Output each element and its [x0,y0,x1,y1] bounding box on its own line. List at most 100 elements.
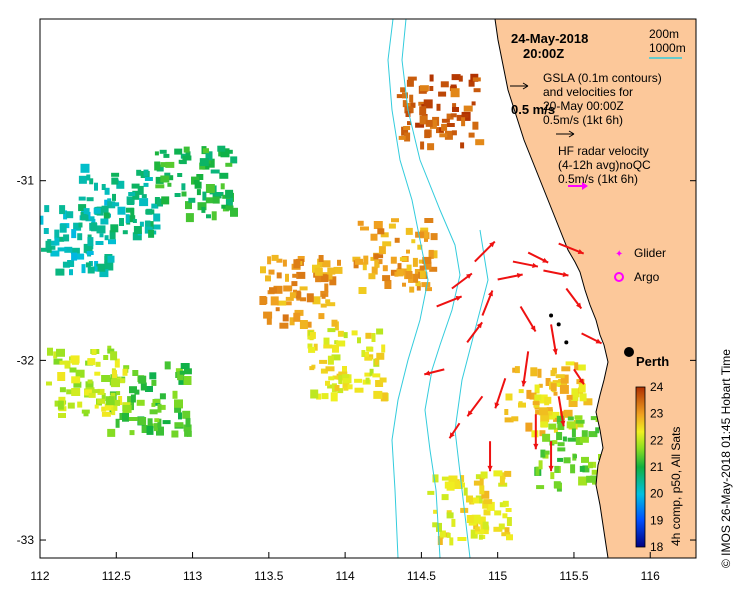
hf-vector [581,332,603,345]
sst-pixel [542,433,551,442]
sst-pixel [410,102,416,108]
sst-pixel [71,376,81,384]
sst-pixel [101,406,107,412]
title-date: 24-May-2018 [511,31,588,46]
glider-legend-icon: ✦ [615,249,623,260]
sst-pixel [544,396,552,404]
sst-pixel [75,253,85,260]
sst-pixel [439,133,448,138]
sst-pixel [112,193,116,201]
sst-pixel [285,273,289,282]
sst-pixel [468,132,475,138]
sst-pixel [270,296,279,306]
sst-pixel [479,485,485,495]
sst-pixel [544,450,550,455]
sst-pixel [446,532,451,538]
x-axis: 112 112.5 113 113.5 114 114.5 115 115.5 116 [30,552,660,583]
sst-pixel [211,211,217,221]
sst-pixel [388,223,396,229]
sst-pixel [506,534,513,541]
sst-pixel [427,490,435,495]
sst-pixel [109,230,116,240]
sst-pixel [331,383,337,393]
sst-pixel [355,258,363,265]
sst-pixel [127,396,133,405]
argo-legend-icon [614,272,624,282]
sst-pixel [199,158,209,167]
sst-pixel [59,205,66,215]
sst-pixel [225,189,234,198]
sst-pixel [56,348,65,357]
sst-pixel [530,367,538,377]
sst-pixel [66,389,73,395]
sst-pixel [451,518,456,527]
sst-pixel [271,254,279,261]
sst-pixel [153,213,161,222]
sst-pixel [84,389,94,396]
sst-pixel [446,113,454,120]
sst-pixel [103,212,110,219]
sst-pixel [34,209,38,213]
plot-frame [39,18,697,559]
sst-pixel [197,202,207,211]
sst-pixel [321,293,326,299]
sst-pixel [156,426,164,436]
sst-pixel [332,344,339,353]
sst-pixel [419,85,429,92]
sst-pixel [158,404,166,410]
sst-pixel [292,273,299,278]
sst-pixel [407,76,417,81]
sst-pixel [81,214,89,221]
sst-pixel [364,372,372,377]
sst-pixel [107,201,116,209]
sst-pixel [403,126,411,130]
sst-pixel [342,374,350,379]
sst-pixel [174,399,183,409]
sst-pixel [230,207,238,217]
sst-pixel [475,139,485,146]
sst-pixel [58,413,66,418]
colorbar [635,386,646,548]
sst-pixel [429,74,434,82]
sst-pixel [282,314,289,322]
sst-pixel [343,332,348,339]
sst-pixel [221,204,229,209]
sst-pixel [493,526,503,532]
sst-pixel [483,499,493,505]
sst-pixel [154,418,160,423]
sst-pixel [405,111,411,117]
sst-pixel [553,481,561,489]
sst-pixel [117,206,126,215]
sst-pixel [337,259,341,266]
sst-pixel [178,376,187,385]
sst-pixel [458,75,463,82]
sst-pixel [132,219,137,223]
sst-pixel [105,396,115,406]
sst-pixel [471,514,481,524]
hf-vector [451,272,473,290]
sst-pixel [407,121,411,126]
sst-pixel [129,430,135,436]
sst-pixel [412,257,418,267]
sst-pixel [63,234,70,242]
hf-vector [466,395,484,417]
sst-pixel [324,283,329,293]
sst-pixel [323,344,333,349]
sst-pixel [394,237,400,243]
sst-pixel [380,392,388,402]
sst-pixel [134,389,140,395]
sst-pixel [180,363,190,369]
sst-pixel [107,348,115,354]
sst-pixel [446,510,452,515]
sst-pixel [104,187,110,195]
hf-vector-layer [424,240,603,472]
sst-pixel [504,470,512,477]
sst-pixel [498,523,505,530]
sst-patch [77,163,161,241]
sst-pixel [438,91,447,97]
sst-pixel [548,423,557,430]
sst-pixel [45,240,51,250]
sst-pixel [205,197,214,204]
sst-pixel [321,393,329,400]
